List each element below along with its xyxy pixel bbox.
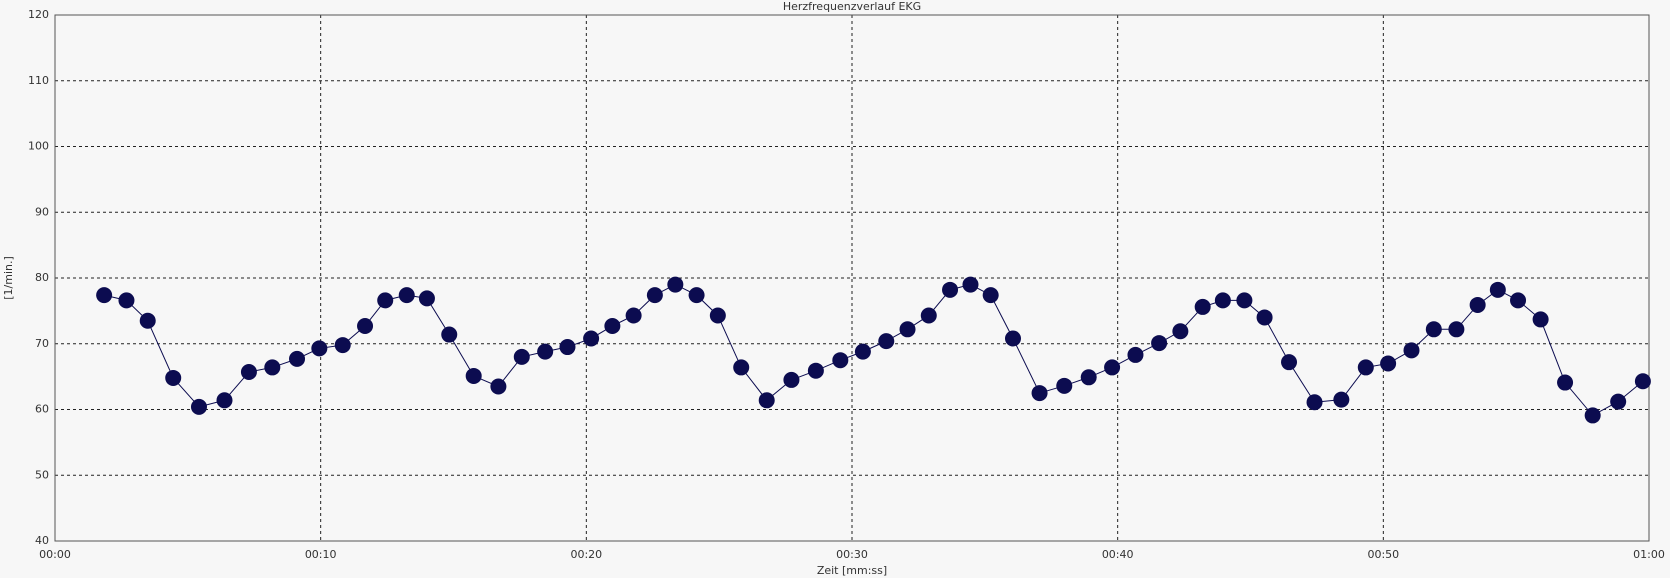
- marker: [646, 287, 663, 304]
- marker: [289, 350, 306, 367]
- marker: [216, 392, 233, 409]
- marker: [118, 292, 135, 309]
- marker: [537, 343, 554, 360]
- x-tick-label: 00:00: [39, 548, 71, 561]
- marker: [688, 287, 705, 304]
- x-tick-label: 00:30: [836, 548, 868, 561]
- marker: [854, 343, 871, 360]
- marker: [240, 364, 257, 381]
- marker: [398, 287, 415, 304]
- marker: [1004, 330, 1021, 347]
- marker: [559, 339, 576, 356]
- marker: [783, 371, 800, 388]
- marker: [1214, 292, 1231, 309]
- marker: [1172, 323, 1189, 340]
- marker: [1194, 298, 1211, 315]
- x-axis-label: Zeit [mm:ss]: [817, 564, 887, 577]
- marker: [878, 333, 895, 350]
- marker: [1031, 385, 1048, 402]
- x-tick-label: 00:40: [1102, 548, 1134, 561]
- marker: [1306, 394, 1323, 411]
- marker: [1281, 354, 1298, 371]
- x-tick-label: 01:00: [1633, 548, 1665, 561]
- marker: [441, 326, 458, 343]
- marker: [1256, 309, 1273, 326]
- y-axis-label: [1/min.]: [2, 256, 15, 300]
- marker: [1557, 374, 1574, 391]
- marker: [667, 276, 684, 293]
- y-tick-label: 40: [35, 534, 49, 547]
- marker: [1469, 296, 1486, 313]
- marker: [982, 287, 999, 304]
- marker: [357, 317, 374, 334]
- marker: [709, 307, 726, 324]
- marker: [899, 321, 916, 338]
- marker: [1056, 377, 1073, 394]
- marker: [1448, 321, 1465, 338]
- marker: [1236, 292, 1253, 309]
- marker: [604, 317, 621, 334]
- marker: [513, 348, 530, 365]
- marker: [1489, 281, 1506, 298]
- marker: [1380, 355, 1397, 372]
- x-tick-label: 00:50: [1367, 548, 1399, 561]
- marker: [1584, 407, 1601, 424]
- x-tick-label: 00:10: [305, 548, 337, 561]
- marker: [1333, 391, 1350, 408]
- marker: [334, 337, 351, 354]
- marker: [1634, 373, 1651, 390]
- marker: [311, 340, 328, 357]
- y-tick-label: 70: [35, 337, 49, 350]
- marker: [1425, 321, 1442, 338]
- marker: [165, 369, 182, 386]
- marker: [1080, 369, 1097, 386]
- marker: [465, 367, 482, 384]
- marker: [733, 359, 750, 376]
- marker: [1510, 292, 1527, 309]
- marker: [377, 292, 394, 309]
- marker: [1532, 311, 1549, 328]
- y-tick-label: 120: [28, 8, 49, 21]
- marker: [1104, 359, 1121, 376]
- marker: [1610, 393, 1627, 410]
- marker: [583, 330, 600, 347]
- marker: [920, 307, 937, 324]
- y-tick-label: 50: [35, 468, 49, 481]
- y-tick-label: 60: [35, 403, 49, 416]
- marker: [1357, 359, 1374, 376]
- marker: [190, 398, 207, 415]
- marker: [625, 307, 642, 324]
- marker: [942, 281, 959, 298]
- marker: [1127, 346, 1144, 363]
- marker: [962, 276, 979, 293]
- y-tick-label: 110: [28, 74, 49, 87]
- marker: [807, 362, 824, 379]
- marker: [832, 352, 849, 369]
- x-tick-label: 00:20: [570, 548, 602, 561]
- y-tick-label: 80: [35, 271, 49, 284]
- plot-frame: [54, 14, 1650, 542]
- y-tick-label: 90: [35, 205, 49, 218]
- chart-title: Herzfrequenzverlauf EKG: [783, 0, 921, 13]
- marker: [264, 359, 281, 376]
- marker: [418, 290, 435, 307]
- marker: [1151, 335, 1168, 352]
- marker: [96, 287, 113, 304]
- marker: [1403, 342, 1420, 359]
- marker: [758, 392, 775, 409]
- y-tick-label: 100: [28, 140, 49, 153]
- marker: [490, 378, 507, 395]
- marker: [139, 312, 156, 329]
